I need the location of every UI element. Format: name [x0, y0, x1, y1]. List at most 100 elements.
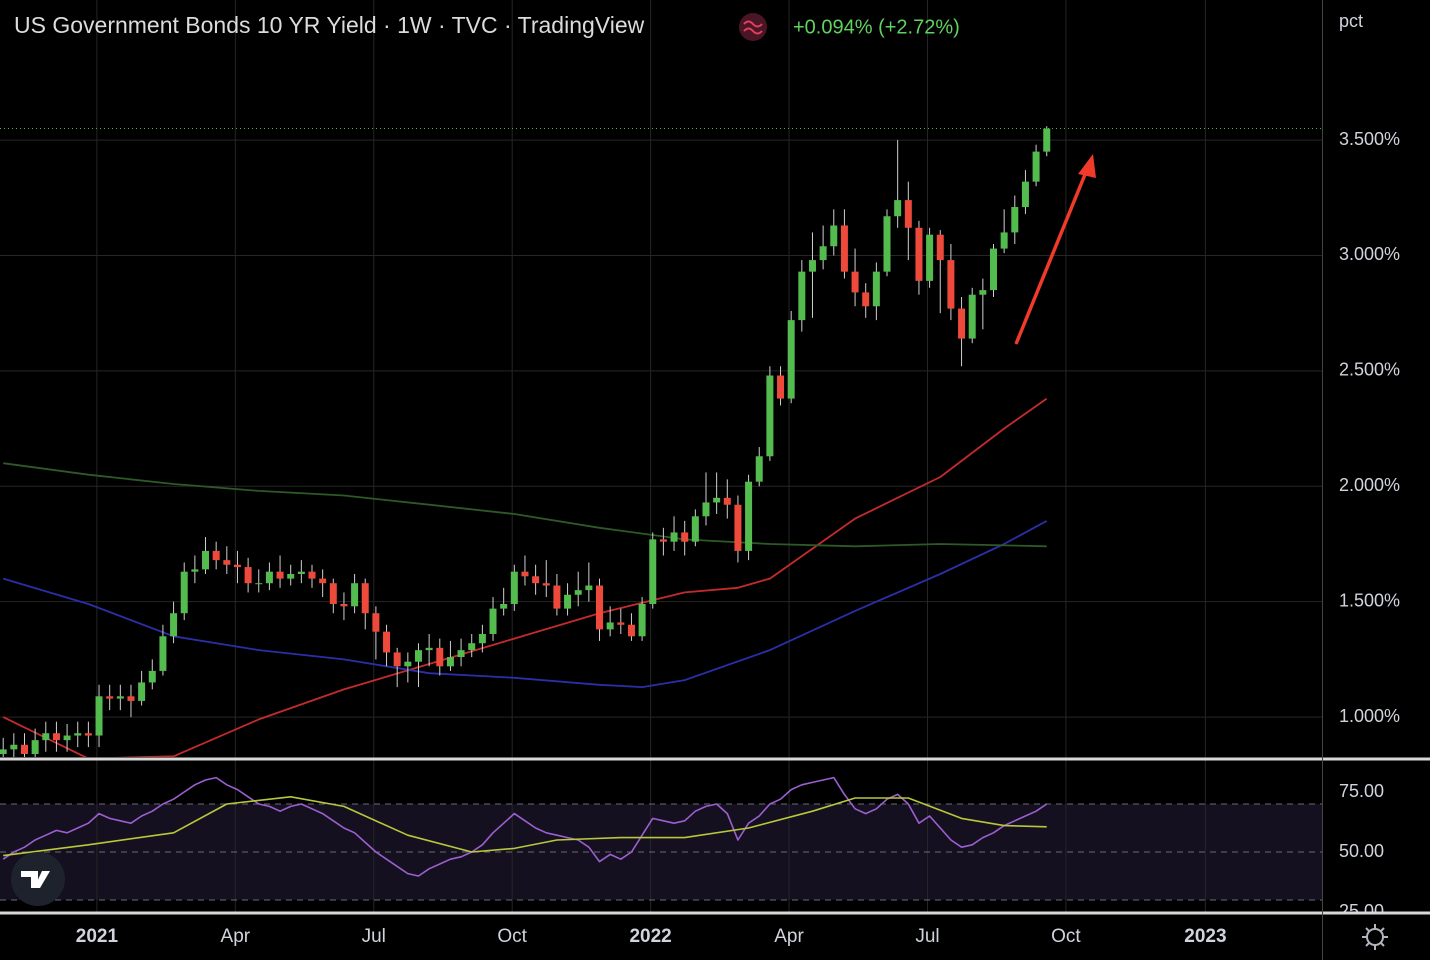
candle-body: [915, 227, 923, 281]
rsi-axis: 75.00 50.00 25.00: [1339, 781, 1384, 921]
candle-body: [766, 375, 774, 457]
candle-body: [542, 583, 550, 586]
candle-body: [808, 260, 816, 272]
candle-body: [830, 225, 838, 247]
candle-body: [926, 234, 934, 281]
candle-body: [319, 578, 327, 584]
candle-body: [329, 583, 337, 604]
candle-body: [819, 246, 827, 261]
candle-body: [883, 216, 891, 272]
candle-body: [361, 583, 369, 614]
candle-body: [74, 733, 82, 736]
candle-body: [1043, 128, 1051, 152]
candle-body: [585, 585, 593, 591]
candle-body: [425, 647, 433, 651]
candle-body: [457, 650, 465, 658]
candle-body: [42, 733, 50, 741]
candle-body: [446, 657, 454, 667]
x-tick-label: Jul: [362, 926, 386, 947]
line-series: [2, 520, 1048, 688]
x-tick-label: Jul: [915, 926, 939, 947]
candle-body: [436, 647, 444, 667]
annotation-arrow: [1014, 171, 1088, 345]
y-tick-label: 3.500%: [1339, 129, 1400, 149]
candle-body: [532, 576, 540, 584]
candle-body: [404, 661, 412, 667]
y-tick-label: 3.000%: [1339, 244, 1400, 264]
candle-body: [777, 375, 785, 399]
candle-body: [31, 740, 39, 754]
candle-body: [340, 603, 348, 607]
candle-body: [1032, 151, 1040, 182]
candle-body: [1011, 207, 1019, 233]
x-tick-label: Apr: [774, 926, 804, 947]
candle-body: [958, 308, 966, 339]
candle-body: [947, 260, 955, 309]
candle-body: [521, 571, 529, 577]
logo-glyph: [21, 871, 50, 888]
candle-body: [159, 636, 167, 671]
rsi-tick-label: 25.00: [1339, 901, 1384, 921]
candle-body: [894, 200, 902, 217]
candle-body: [351, 583, 359, 607]
candle-body: [191, 569, 199, 572]
x-tick-label: Oct: [497, 926, 527, 947]
change-text: +0.094% (+2.72%): [793, 16, 960, 38]
candle-body: [84, 733, 92, 736]
candle-body: [372, 613, 380, 632]
candle-body: [468, 643, 476, 651]
candle-body: [755, 456, 763, 482]
annotation-arrowhead: [1078, 154, 1096, 178]
candle-body: [383, 631, 391, 653]
line-series: [3, 462, 1047, 548]
candle-body: [936, 234, 944, 261]
x-tick-label: Oct: [1051, 926, 1081, 947]
candle-body: [564, 594, 572, 609]
candle-body: [1021, 181, 1029, 208]
candle-body: [148, 670, 156, 683]
chart-title: US Government Bonds 10 YR Yield · 1W · T…: [14, 12, 645, 38]
x-tick-label: 2023: [1184, 926, 1226, 947]
candle-body: [202, 550, 210, 570]
candle-body: [116, 696, 124, 699]
candle-body: [659, 539, 667, 542]
candle-body: [255, 583, 263, 585]
candle-body: [223, 560, 231, 565]
candle-body: [138, 682, 146, 701]
candle-body: [265, 571, 273, 584]
candle-body: [553, 585, 561, 609]
candle-body: [734, 504, 742, 551]
line-series: [3, 796, 1047, 857]
candle-body: [414, 650, 422, 662]
candle-body: [872, 271, 880, 307]
y-tick-label: 2.000%: [1339, 475, 1400, 495]
candle-body: [170, 613, 178, 637]
candle-body: [649, 539, 657, 604]
candle-body: [287, 573, 295, 579]
candle-body: [276, 571, 284, 579]
candle-body: [787, 320, 795, 399]
candle-body: [244, 567, 252, 584]
candle-body: [617, 622, 625, 625]
rsi-pane: [0, 776, 1322, 901]
candle-body: [297, 571, 305, 574]
candle-body: [691, 516, 699, 542]
candle-body: [904, 200, 912, 228]
candle-body: [500, 603, 508, 609]
candle-body: [10, 744, 18, 750]
y-tick-label: 1.500%: [1339, 590, 1400, 610]
candle-body: [851, 271, 859, 293]
y-tick-label: 2.500%: [1339, 360, 1400, 380]
status-icon-glyph: [743, 20, 763, 35]
candle-body: [106, 696, 114, 699]
candle-body: [968, 294, 976, 339]
unit-label: pct: [1339, 11, 1363, 31]
candle-body: [574, 590, 582, 595]
rsi-tick-label: 50.00: [1339, 841, 1384, 861]
line-series: [2, 776, 1048, 877]
candle-body: [0, 749, 7, 754]
candle-body: [308, 571, 316, 579]
candle-body: [989, 248, 997, 291]
